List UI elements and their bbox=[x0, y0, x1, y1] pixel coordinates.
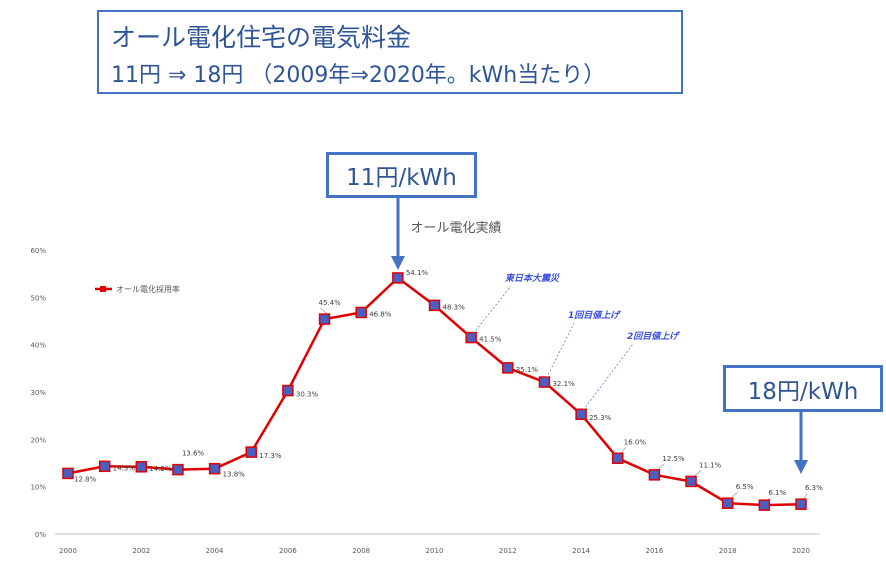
title-box: オール電化住宅の電気料金 11円 ⇒ 18円 （2009年⇒2020年。kWh当… bbox=[97, 10, 683, 94]
y-tick-label: 10% bbox=[30, 484, 46, 492]
data-point-marker bbox=[392, 272, 404, 284]
y-axis-ticks: 0% 10% 20% 30% 40% 50% 60% bbox=[30, 247, 46, 539]
annotations: 東日本大震災 1回目値上げ 2回目値上げ bbox=[472, 273, 680, 411]
label-leader-lines bbox=[320, 307, 808, 501]
annotation-label: 東日本大震災 bbox=[505, 273, 561, 284]
data-label: 12.8% bbox=[74, 475, 97, 483]
data-point-marker bbox=[795, 498, 807, 510]
page-title: オール電化住宅の電気料金 bbox=[111, 23, 412, 52]
data-label: 11.1% bbox=[699, 461, 722, 469]
x-tick-label: 2020 bbox=[792, 547, 810, 555]
x-axis-ticks: 2000 2002 2004 2006 2008 2010 2012 2014 2016 2018… bbox=[59, 547, 810, 555]
x-tick-label: 2004 bbox=[206, 547, 224, 555]
data-point-marker bbox=[648, 469, 661, 481]
data-label: 14.3% bbox=[113, 464, 136, 472]
data-point-marker bbox=[575, 408, 587, 420]
price-callout-2020: 18円/kWh bbox=[723, 365, 883, 412]
legend-marker bbox=[100, 286, 106, 292]
arrow-2020 bbox=[794, 412, 808, 474]
data-point-marker bbox=[428, 299, 441, 312]
data-label: 13.8% bbox=[223, 471, 246, 479]
data-point-marker bbox=[318, 313, 331, 325]
arrow-2020-head bbox=[794, 460, 808, 474]
data-point-marker bbox=[538, 376, 551, 388]
x-tick-label: 2000 bbox=[59, 547, 77, 555]
data-label: 6.5% bbox=[736, 483, 754, 491]
x-tick-label: 2002 bbox=[132, 547, 150, 555]
data-point-marker bbox=[721, 497, 734, 509]
data-label: 54.1% bbox=[406, 269, 429, 277]
arrow-2009 bbox=[391, 198, 405, 270]
page-subtitle: 11円 ⇒ 18円 （2009年⇒2020年。kWh当たり） bbox=[111, 63, 606, 88]
annotation-leader bbox=[546, 322, 575, 379]
data-point-marker bbox=[282, 384, 294, 397]
data-point-marker bbox=[62, 467, 74, 480]
data-label: 32.1% bbox=[552, 380, 575, 388]
data-point-marker bbox=[502, 362, 514, 374]
data-label: 16.0% bbox=[624, 438, 647, 446]
legend: オール電化採用率 bbox=[95, 284, 180, 294]
y-tick-label: 20% bbox=[30, 436, 46, 444]
data-point-marker bbox=[465, 331, 477, 344]
annotation-label: 1回目値上げ bbox=[568, 310, 621, 321]
chart-title: オール電化実績 bbox=[410, 220, 501, 236]
data-label: 25.3% bbox=[589, 414, 612, 422]
x-tick-label: 2016 bbox=[645, 547, 663, 555]
data-point-marker bbox=[245, 446, 257, 458]
annotation-label: 2回目値上げ bbox=[627, 331, 680, 342]
arrow-2009-head bbox=[391, 256, 405, 270]
data-label-leader bbox=[803, 493, 808, 500]
data-label: 12.5% bbox=[662, 455, 685, 463]
data-label-leader bbox=[657, 463, 665, 471]
annotation-leader bbox=[472, 285, 512, 334]
x-tick-label: 2008 bbox=[352, 547, 370, 555]
data-point-marker bbox=[172, 463, 184, 476]
data-point-marker bbox=[685, 475, 697, 488]
data-label: 13.6% bbox=[182, 450, 205, 458]
y-tick-label: 50% bbox=[30, 294, 46, 302]
data-label: 6.1% bbox=[768, 489, 786, 497]
data-label: 46.8% bbox=[369, 310, 392, 318]
y-tick-label: 40% bbox=[30, 342, 46, 350]
y-tick-label: 0% bbox=[35, 531, 46, 539]
data-point-marker bbox=[355, 306, 367, 319]
x-tick-label: 2010 bbox=[426, 547, 444, 555]
legend-label: オール電化採用率 bbox=[116, 284, 180, 294]
x-tick-label: 2014 bbox=[572, 547, 590, 555]
data-point-marker bbox=[135, 461, 148, 473]
data-label-leader bbox=[320, 307, 328, 315]
data-label-leader bbox=[693, 470, 702, 477]
y-tick-label: 30% bbox=[30, 389, 46, 397]
data-label-leader bbox=[620, 447, 627, 454]
price-callout-2009: 11円/kWh bbox=[326, 152, 477, 198]
data-label: 35.1% bbox=[516, 366, 539, 374]
y-tick-label: 60% bbox=[30, 247, 46, 255]
data-label: 30.3% bbox=[296, 391, 319, 399]
data-label: 17.3% bbox=[259, 452, 282, 460]
data-label: 45.4% bbox=[319, 299, 342, 307]
data-label: 14.2% bbox=[149, 465, 172, 473]
annotation-leader bbox=[582, 343, 634, 411]
data-point-marker bbox=[612, 452, 624, 465]
data-label: 6.3% bbox=[805, 484, 823, 492]
series-markers bbox=[62, 272, 807, 511]
x-tick-label: 2018 bbox=[719, 547, 737, 555]
data-point-marker bbox=[208, 462, 221, 475]
data-labels: 12.8% 14.3% 14.2% 13.6% 13.8% 17.3% 30.3% 45.4%… bbox=[74, 269, 823, 497]
data-point-marker bbox=[98, 460, 111, 473]
data-label-leader bbox=[730, 491, 738, 499]
x-tick-label: 2006 bbox=[279, 547, 297, 555]
data-point-marker bbox=[758, 499, 771, 511]
x-tick-label: 2012 bbox=[499, 547, 517, 555]
data-label: 41.5% bbox=[479, 336, 502, 344]
data-label: 48.3% bbox=[443, 303, 466, 311]
